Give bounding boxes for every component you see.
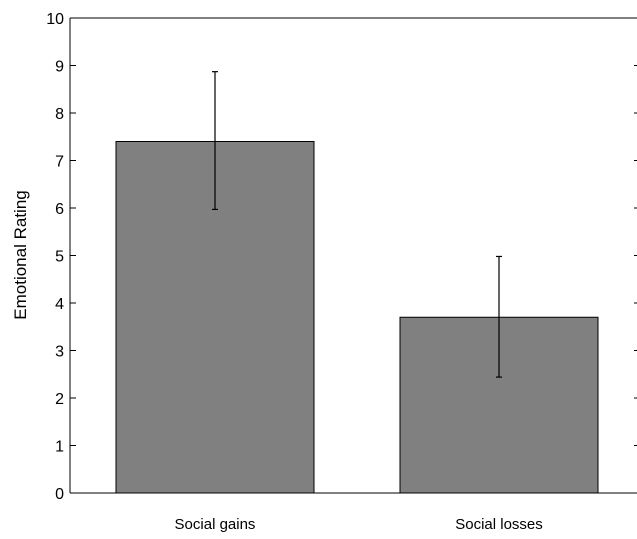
x-tick-label: Social gains xyxy=(175,516,256,533)
error-bars xyxy=(212,71,502,378)
y-tick-label: 1 xyxy=(55,439,64,456)
y-axis-title: Emotional Rating xyxy=(11,190,30,319)
x-tick-label: Social losses xyxy=(455,516,543,533)
y-tick-label: 6 xyxy=(55,201,64,218)
y-tick-label: 9 xyxy=(55,59,64,76)
y-axis-ticks: 0 1 2 3 4 5 6 7 8 9 10 xyxy=(46,11,637,503)
bars xyxy=(115,141,599,494)
x-axis-labels: Social gains Social losses xyxy=(175,516,543,533)
y-tick-label: 3 xyxy=(55,344,64,361)
y-tick-label: 5 xyxy=(55,249,64,266)
y-tick-label: 10 xyxy=(46,11,64,28)
y-tick-label: 8 xyxy=(55,106,64,123)
y-tick-label: 7 xyxy=(55,154,64,171)
y-tick-label: 2 xyxy=(55,391,64,408)
y-tick-label: 4 xyxy=(55,296,64,313)
y-tick-label: 0 xyxy=(55,486,64,503)
